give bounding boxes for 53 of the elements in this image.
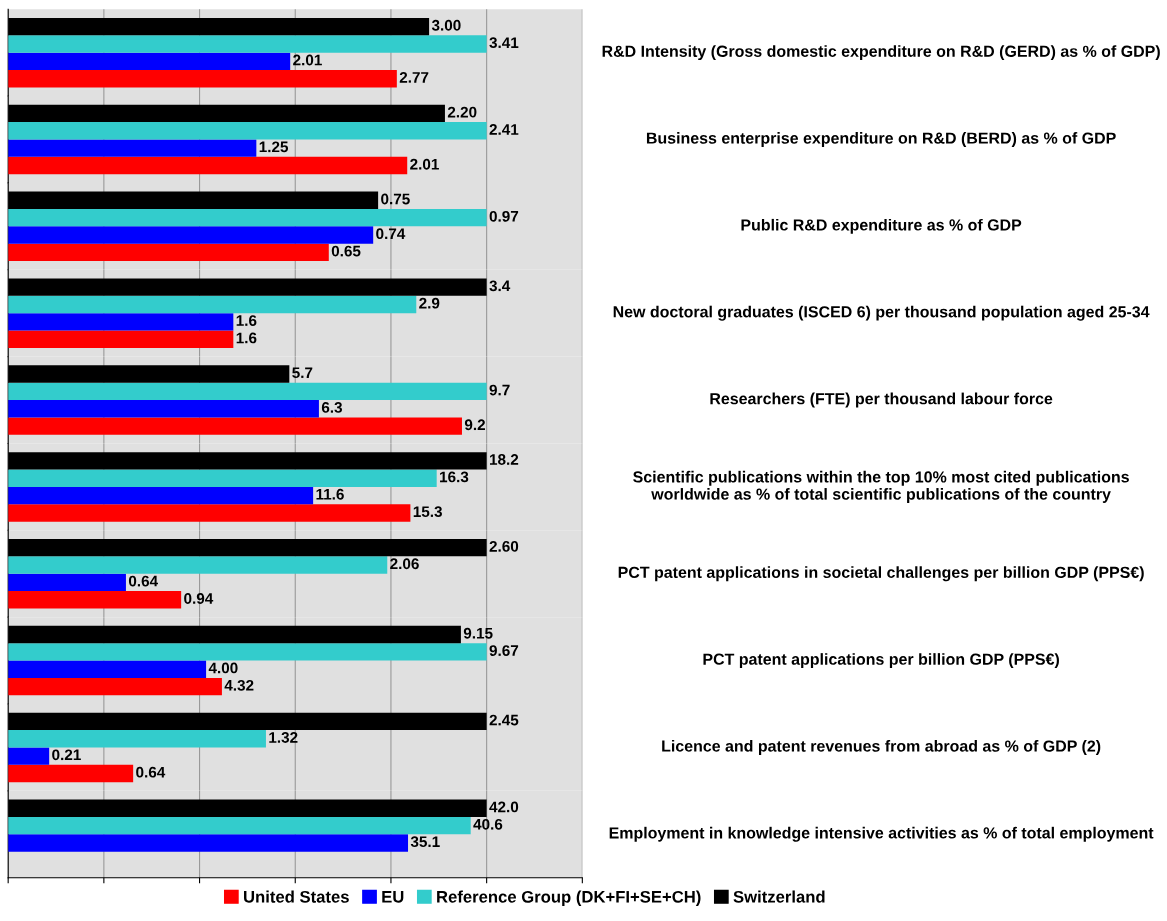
y-tick-label: PCT patent applications in societal challenges per billion GDP (PPS€) (618, 566, 1144, 582)
y-tick-label: Licence and patent revenues from abroad as % of GDP (2) (662, 739, 1101, 755)
data-label: 6.3 (321, 402, 343, 413)
legend-label: United States (244, 890, 349, 903)
y-tick-label: Business enterprise expenditure on R&D (BERD) as % of GDP (646, 132, 1116, 147)
y-tick-label: Public R&D expenditure as % of GDP (741, 218, 1022, 234)
data-label: 2.45 (489, 714, 519, 726)
y-tick-label: PCT patent applications per billion GDP (PPS€) (703, 653, 1059, 669)
data-label: 1.6 (236, 315, 257, 326)
data-label: 2.20 (447, 106, 477, 118)
data-label: 42.0 (489, 801, 519, 813)
data-label: 0.64 (128, 575, 158, 587)
data-label: 0.74 (376, 228, 406, 240)
data-label: 15.3 (413, 506, 442, 518)
data-label: 9.67 (489, 645, 519, 656)
data-label: 5.7 (292, 367, 313, 379)
data-label: 2.01 (410, 158, 439, 170)
data-label: 0.21 (52, 749, 81, 761)
y-tick-label: R&D Intensity (Gross domestic expenditure on R&D (GERD) as % of GDP) (602, 45, 1160, 61)
data-label: 1.6 (236, 332, 257, 344)
y-tick-label: Scientific publications within the top 10% most cited publications worldwide as % of total scientific publications of the country (633, 470, 1129, 503)
data-label: 2.06 (390, 558, 419, 570)
data-label: 1.25 (259, 141, 289, 153)
y-tick-label: Employment in knowledge intensive activities as % of total employment (609, 826, 1154, 842)
data-label: 0.97 (489, 210, 519, 222)
data-label: 9.15 (463, 627, 493, 639)
y-tick-label: Researchers (FTE) per thousand labour force (710, 392, 1053, 408)
data-label: 2.41 (489, 124, 519, 135)
data-label: 2.9 (419, 297, 440, 309)
legend-label: Reference Group (DK+FI+SE+CH) (437, 890, 701, 906)
data-label: 35.1 (410, 836, 440, 848)
data-label: 9.7 (489, 384, 510, 396)
data-label: 3.4 (489, 280, 511, 292)
data-label: 9.2 (464, 419, 485, 431)
data-label: 0.75 (381, 193, 410, 205)
data-label: 18.2 (489, 454, 519, 465)
data-label: 4.32 (224, 679, 254, 691)
data-label: 1.32 (269, 732, 298, 743)
legend-label: EU (382, 891, 404, 903)
data-label: 11.6 (316, 488, 344, 500)
data-label: 2.77 (399, 71, 429, 83)
data-label: 3.00 (431, 19, 461, 31)
data-label: 0.94 (184, 593, 214, 604)
data-label: 4.00 (208, 662, 238, 674)
data-label: 0.64 (136, 766, 166, 778)
data-label: 40.6 (473, 818, 503, 830)
y-tick-label: New doctoral graduates (ISCED 6) per thousand population aged 25-34 (613, 305, 1150, 321)
data-label: 3.41 (489, 37, 519, 49)
data-label: 2.60 (489, 540, 519, 552)
data-label: 16.3 (440, 471, 469, 483)
data-label: 0.65 (331, 245, 361, 257)
legend-label: Switzerland (733, 890, 825, 903)
data-label: 2.01 (293, 54, 322, 66)
